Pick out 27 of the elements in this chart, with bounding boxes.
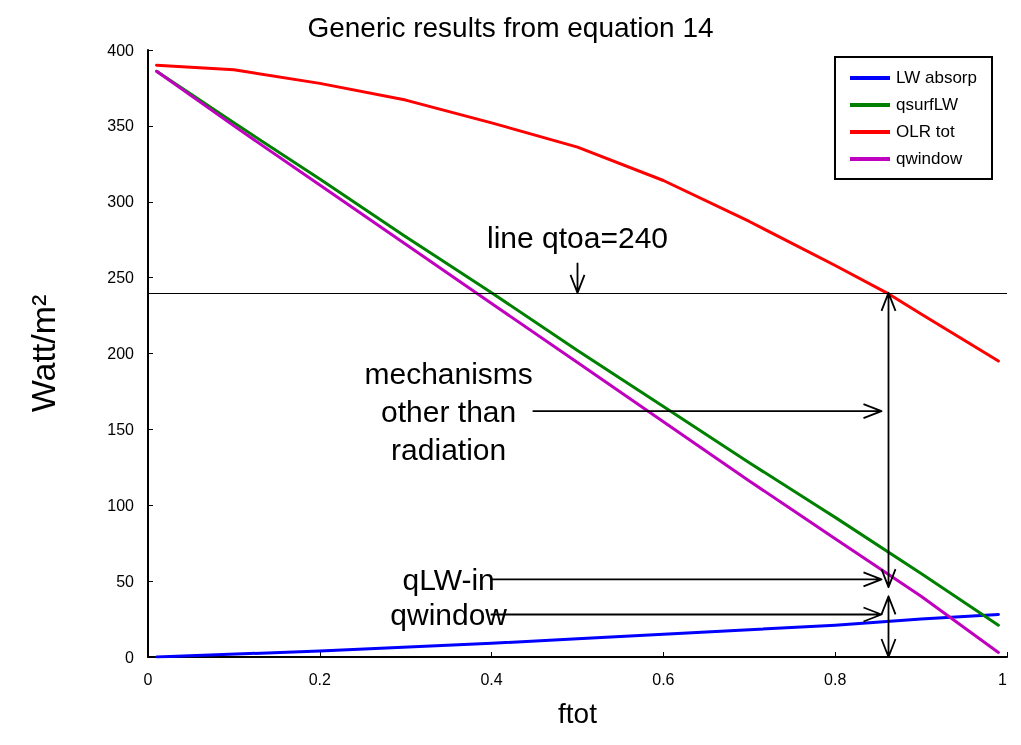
x-tick-label: 0.6 [652,670,675,688]
y-tick-label: 50 [116,572,135,590]
chart-title: Generic results from equation 14 [307,11,714,43]
annotation: qwindow [390,598,508,632]
x-tick-label: 0 [143,670,153,688]
y-axis-title: Watt/m² [24,294,62,413]
x-tick-label: 0.8 [824,670,847,688]
y-tick-label: 0 [125,648,135,666]
annotation: mechanisms other than radiation [364,356,533,466]
line-series [155,63,1000,363]
y-tick-label: 100 [107,496,135,514]
x-tick-label: 1 [998,670,1008,688]
legend-label: OLR tot [896,121,955,142]
annotation: qLW-in [402,562,495,596]
ref-line-label: line qtoa=240 [487,221,668,255]
x-tick-label: 0.2 [308,670,332,688]
x-tick-label: 0.4 [480,670,503,688]
x-axis-title: ftot [558,697,598,729]
legend-label: qwindow [896,148,963,169]
y-tick-label: 350 [107,117,135,135]
legend-label: LW absorp [896,67,977,88]
legend-label: qsurfLW [896,94,959,115]
y-tick-label: 400 [107,41,135,59]
y-tick-label: 150 [107,420,135,438]
y-tick-label: 300 [107,193,135,211]
y-tick-label: 250 [107,269,135,287]
y-tick-label: 200 [107,345,135,362]
